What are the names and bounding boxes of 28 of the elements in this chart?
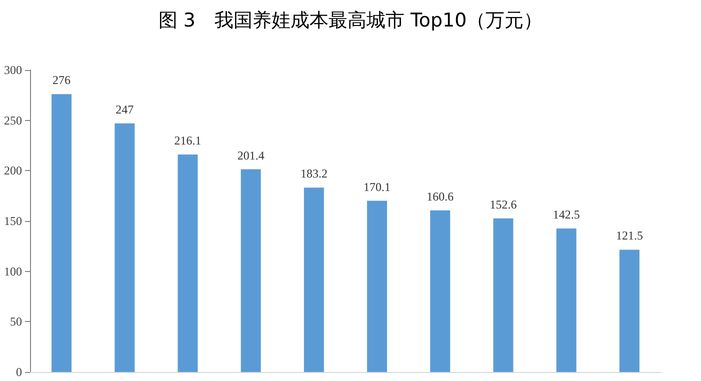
bar xyxy=(304,188,324,372)
data-label: 201.4 xyxy=(237,148,264,162)
data-label: 170.1 xyxy=(364,180,391,194)
bar xyxy=(556,228,576,372)
data-label: 152.6 xyxy=(490,197,517,212)
bar xyxy=(493,218,514,372)
data-label: 247 xyxy=(116,102,134,116)
data-label: 276 xyxy=(52,73,71,88)
bar xyxy=(619,250,640,372)
bar xyxy=(178,154,198,372)
data-label: 216.1 xyxy=(174,133,202,148)
y-tick-label: 250 xyxy=(4,113,22,128)
bar xyxy=(367,200,388,372)
y-tick-label: 0 xyxy=(16,365,22,379)
data-label: 160.6 xyxy=(426,189,454,204)
bar xyxy=(240,169,261,372)
y-tick-label: 150 xyxy=(4,214,22,228)
y-tick-label: 200 xyxy=(4,164,22,178)
chart-title: 图 3 我国养娃成本最高城市 Top10（万元） xyxy=(158,10,543,32)
y-tick-label: 100 xyxy=(4,264,22,278)
y-tick-label: 50 xyxy=(10,314,22,329)
bar xyxy=(430,210,450,372)
data-label: 183.2 xyxy=(300,166,328,181)
bar xyxy=(52,94,72,372)
y-tick-label: 300 xyxy=(4,63,22,77)
data-label: 142.5 xyxy=(552,208,580,222)
data-label: 121.5 xyxy=(616,228,643,243)
bar xyxy=(114,123,135,372)
